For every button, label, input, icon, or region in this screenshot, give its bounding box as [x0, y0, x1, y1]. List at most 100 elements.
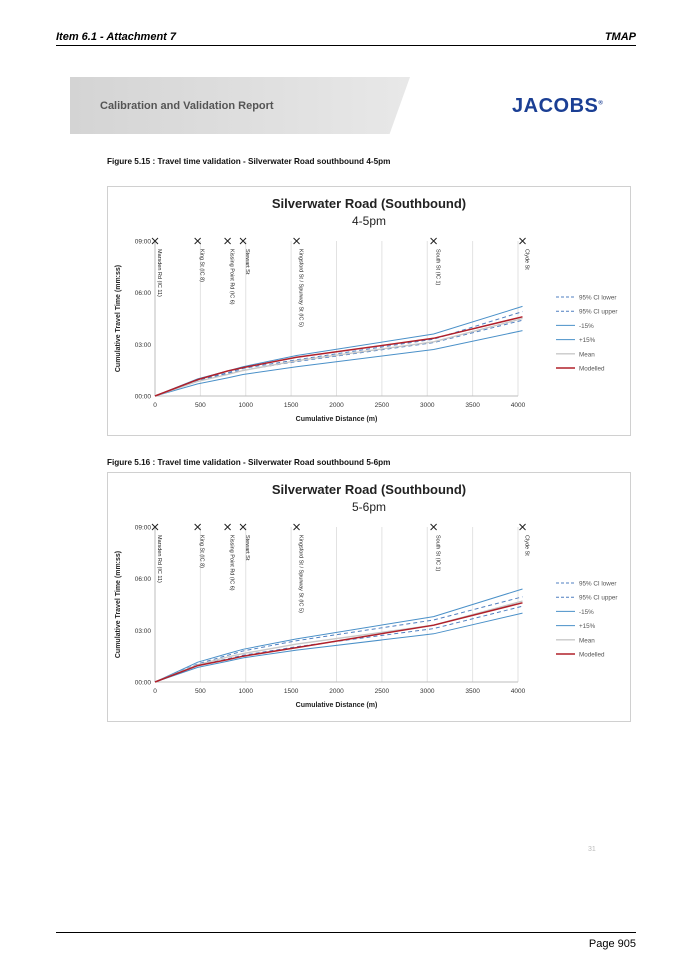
legend-label: 95% CI upper [579, 595, 618, 602]
x-tick-label: 4000 [511, 688, 526, 695]
intersection-marker [519, 523, 526, 531]
x-tick-label: 3500 [465, 688, 480, 695]
y-tick-label: 09:00 [135, 239, 152, 246]
chart-panel-2: Silverwater Road (Southbound) 5-6pm 0 500… [107, 472, 631, 722]
intersection-label: Stewart St [244, 249, 250, 275]
series-line [154, 311, 523, 397]
x-tick-label: 1500 [284, 402, 299, 409]
travel-time-chart-4-5pm: 0 500 1000 1500 2000 2500 3000 3500 4000 00:00 03:… [115, 237, 618, 423]
intersection-label: Clyde St [524, 249, 530, 270]
legend-label: Mean [579, 637, 595, 644]
y-tick-label: 00:00 [135, 680, 152, 687]
x-tick-label: 500 [195, 688, 206, 695]
intersection-label: South St (IC 1) [435, 249, 441, 286]
intersection-label: Stewart St [244, 535, 250, 561]
intersection-label: King St (IC 8) [199, 249, 205, 282]
legend-label: Modelled [579, 366, 605, 373]
intersection-label: Kingsford St / Spurway St (IC 5) [298, 535, 304, 613]
page-number: Page 905 [588, 938, 636, 950]
intersection-label: Kissing Point Rd (IC 6) [229, 249, 235, 305]
y-tick-label: 03:00 [135, 342, 152, 349]
figure-caption-2: Figure 5.16 : Travel time validation - S… [107, 458, 391, 467]
series-line [154, 612, 523, 683]
y-axis-label: Cumulative Travel Time (mm:ss) [115, 265, 122, 372]
intersection-marker [151, 237, 159, 245]
intersection-label: King St (IC 8) [199, 535, 205, 568]
figure-caption-1: Figure 5.15 : Travel time validation - S… [107, 157, 391, 166]
intersection-label: South St (IC 1) [435, 535, 441, 572]
legend-label: Mean [579, 351, 595, 358]
x-tick-label: 2000 [329, 688, 344, 695]
x-tick-label: 3000 [420, 688, 435, 695]
header-item-label: Item 6.1 - Attachment 7 [56, 31, 177, 43]
intersection-marker [224, 523, 231, 531]
x-tick-label: 3000 [420, 402, 435, 409]
x-tick-label: 1000 [239, 402, 254, 409]
intersection-label: Kissing Point Rd (IC 6) [229, 535, 235, 591]
legend-label: +15% [579, 623, 596, 630]
x-tick-label: 4000 [511, 402, 526, 409]
legend-label: 95% CI lower [579, 581, 616, 588]
chart-panel-1: Silverwater Road (Southbound) 4-5pm 0 500… [107, 186, 631, 436]
series-line [154, 305, 523, 397]
x-tick-label: 1000 [239, 688, 254, 695]
intersection-marker [151, 523, 159, 531]
header-document-label: TMAP [604, 31, 636, 43]
series-line [154, 316, 523, 397]
page-stamp: 31 [588, 846, 596, 853]
legend-label: Modelled [579, 652, 605, 659]
x-tick-label: 500 [195, 402, 206, 409]
x-tick-label: 1500 [284, 688, 299, 695]
footer-rule [56, 932, 636, 933]
intersection-marker [224, 237, 231, 245]
intersection-marker [194, 237, 202, 245]
jacobs-logo-mark: ® [598, 100, 604, 107]
series-line [154, 330, 523, 397]
intersection-label: Clyde St [524, 535, 530, 556]
jacobs-logo: JACOBS® [512, 95, 603, 118]
x-tick-label: 0 [153, 688, 157, 695]
legend-label: -15% [579, 323, 594, 330]
intersection-label: Marsden Rd (IC 11) [156, 535, 162, 583]
x-axis-label: Cumulative Distance (m) [296, 702, 378, 709]
y-axis-label: Cumulative Travel Time (mm:ss) [115, 551, 122, 658]
report-banner-title: Calibration and Validation Report [100, 100, 274, 112]
series-line [154, 596, 523, 683]
report-banner [70, 77, 410, 134]
legend-label: -15% [579, 609, 594, 616]
y-tick-label: 00:00 [135, 394, 152, 401]
x-tick-label: 2500 [375, 688, 390, 695]
intersection-marker [239, 237, 247, 245]
series-line [154, 602, 523, 683]
y-tick-label: 03:00 [135, 628, 152, 635]
series-line [154, 317, 523, 397]
y-tick-label: 09:00 [135, 525, 152, 532]
intersection-label: Kingsford St / Spurway St (IC 5) [298, 249, 304, 327]
chart-subtitle-1: 4-5pm [351, 214, 386, 228]
intersection-marker [293, 523, 300, 531]
x-tick-label: 3500 [465, 402, 480, 409]
series-line [154, 319, 523, 397]
legend-label: +15% [579, 337, 596, 344]
intersection-marker [194, 523, 202, 531]
x-tick-label: 2500 [375, 402, 390, 409]
jacobs-logo-text: JACOBS [512, 95, 599, 117]
legend-label: 95% CI lower [579, 295, 616, 302]
x-tick-label: 2000 [329, 402, 344, 409]
x-tick-label: 0 [153, 402, 157, 409]
header-rule [56, 45, 636, 46]
chart-subtitle-2: 5-6pm [351, 500, 386, 514]
intersection-label: Marsden Rd (IC 11) [156, 249, 162, 297]
intersection-marker [239, 523, 247, 531]
intersection-marker [430, 237, 437, 245]
y-tick-label: 06:00 [135, 290, 152, 297]
x-axis-label: Cumulative Distance (m) [296, 416, 378, 423]
chart-title-1: Silverwater Road (Southbound) [271, 196, 467, 211]
travel-time-chart-5-6pm: 0 500 1000 1500 2000 2500 3000 3500 4000 00:00 03:… [115, 523, 618, 709]
chart-title-2: Silverwater Road (Southbound) [271, 482, 467, 497]
legend-label: 95% CI upper [579, 309, 618, 316]
series-line [154, 600, 523, 683]
intersection-marker [519, 237, 526, 245]
intersection-marker [293, 237, 300, 245]
series-line [154, 588, 523, 683]
